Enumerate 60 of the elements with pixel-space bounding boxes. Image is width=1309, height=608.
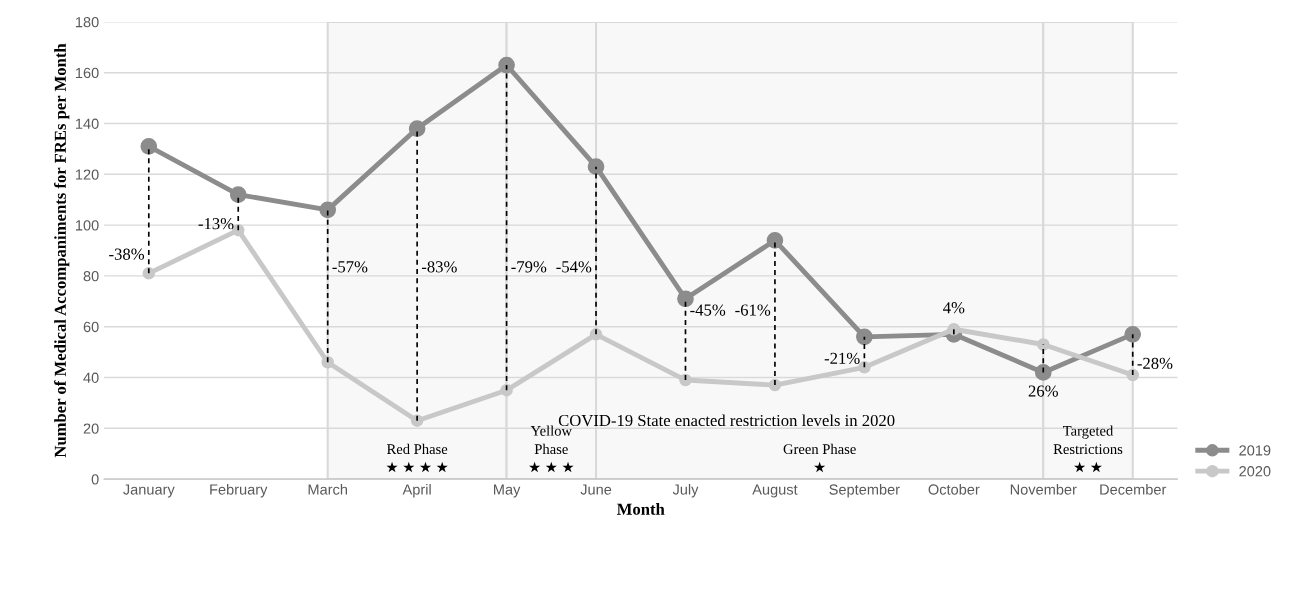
y-tick-label: 60	[83, 321, 99, 333]
annotation: -57%	[332, 261, 368, 273]
band-label: Targeted Restrictions ★ ★	[1053, 425, 1123, 473]
point	[679, 373, 692, 387]
y-tick-label: 0	[91, 474, 99, 485]
x-tick-label: July	[672, 483, 699, 498]
point	[587, 158, 605, 176]
x-axis-title: Month	[616, 503, 665, 515]
annotation: -61%	[735, 304, 771, 316]
x-tick-label: June	[580, 484, 612, 495]
annotation: COVID-19 State enacted restriction levels in 2020	[558, 414, 895, 427]
point	[229, 186, 247, 203]
y-tick-label: 80	[83, 271, 99, 282]
point	[500, 383, 513, 397]
point	[140, 138, 158, 155]
y-tick-label: 140	[75, 118, 99, 129]
x-tick-label: February	[210, 483, 268, 498]
point	[1037, 338, 1050, 351]
point	[408, 120, 426, 137]
x-tick-label: September	[829, 483, 900, 498]
annotation: -83%	[421, 261, 457, 273]
y-axis-title: Number of Medical Accompaniments for FREs per Month	[54, 43, 70, 458]
x-tick-label: January	[123, 484, 175, 498]
point	[1124, 325, 1142, 343]
x-tick-label: April	[402, 483, 431, 498]
point	[856, 328, 873, 346]
legend-label: 2020	[1239, 466, 1271, 477]
point	[858, 361, 871, 374]
x-tick-label: May	[494, 484, 521, 498]
point	[319, 201, 337, 219]
annotation: -28%	[1137, 357, 1173, 370]
point	[498, 56, 515, 74]
y-tick-label: 120	[75, 169, 99, 180]
annotation: -54%	[556, 261, 592, 273]
band-label: Green Phase ★	[783, 443, 856, 473]
annotation: -38%	[109, 248, 145, 260]
y-tick-label: 40	[83, 372, 99, 383]
annotation: 4%	[943, 302, 965, 314]
point	[1126, 368, 1139, 382]
y-tick-label: 160	[75, 67, 99, 79]
point	[947, 322, 961, 336]
annotation: -13%	[198, 218, 234, 230]
annotation: -45%	[690, 304, 726, 316]
band-label: Red Phase ★ ★ ★ ★	[386, 443, 448, 473]
x-tick-label: October	[928, 483, 980, 495]
y-tick-label: 20	[83, 423, 99, 434]
y-tick-label: 180	[75, 16, 99, 28]
x-tick-label: December	[1100, 483, 1167, 495]
x-tick-label: November	[1010, 483, 1077, 495]
annotation: 26%	[1028, 385, 1058, 397]
annotation: -79%	[511, 261, 547, 273]
y-tick-label: 100	[75, 220, 99, 231]
point	[410, 414, 424, 427]
point	[1034, 364, 1052, 381]
legend-label: 2019	[1239, 445, 1271, 456]
x-tick-label: March	[308, 483, 347, 495]
band-label: Yellow Phase ★ ★ ★	[529, 425, 574, 473]
point	[766, 232, 784, 249]
annotation: -21%	[824, 352, 860, 364]
x-tick-label: August	[752, 484, 798, 498]
